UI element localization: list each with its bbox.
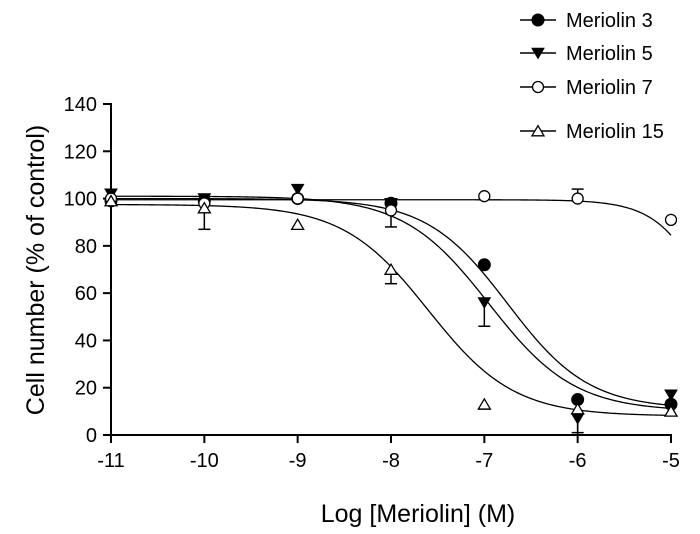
x-axis-title: Log [Meriolin] (M) — [321, 500, 516, 528]
data-point — [663, 404, 679, 417]
data-point — [197, 201, 212, 214]
y-tick-label: 120 — [64, 141, 97, 163]
data-point — [290, 217, 305, 231]
legend-label: Meriolin 15 — [566, 121, 664, 143]
y-tick-label: 40 — [75, 330, 97, 352]
data-points — [103, 183, 679, 425]
data-point — [103, 194, 119, 207]
y-tick-label: 100 — [64, 189, 97, 211]
fit-curve-2 — [111, 195, 672, 410]
y-tick-label: 0 — [86, 425, 97, 447]
data-point — [383, 262, 399, 275]
data-point — [571, 192, 584, 205]
data-point — [478, 190, 491, 203]
data-point — [290, 183, 305, 196]
y-tick-label: 140 — [64, 94, 97, 116]
x-tick-label: -5 — [662, 450, 680, 472]
fit-curve-1 — [111, 197, 672, 406]
legend-label: Meriolin 7 — [566, 77, 653, 99]
data-point — [570, 413, 585, 425]
legend-marker — [531, 80, 545, 94]
axes: -11 -10 -9 -8 -7 -6 -5 0 20 40 60 80 100 120 140 — [64, 94, 680, 472]
legend-marker — [530, 124, 546, 137]
data-point — [477, 397, 492, 410]
legend-label: Meriolin 5 — [566, 43, 653, 65]
fit-curve-4 — [111, 203, 672, 417]
legend: Meriolin 3 Meriolin 5 Meriolin 7 Meriolin 1… — [520, 10, 664, 143]
data-point — [570, 402, 585, 415]
data-point — [477, 258, 491, 272]
y-tick-label: 20 — [75, 378, 97, 400]
fit-curves — [111, 195, 672, 417]
x-tick-label: -10 — [190, 450, 219, 472]
x-tick-label: -8 — [382, 450, 400, 472]
x-tick-label: -7 — [475, 450, 493, 472]
legend-marker — [531, 47, 545, 60]
data-point — [291, 192, 304, 205]
data-point — [477, 297, 492, 309]
data-point — [384, 204, 398, 217]
legend-label: Meriolin 3 — [566, 10, 653, 32]
data-point — [664, 389, 678, 402]
data-point — [664, 213, 678, 227]
legend-marker — [531, 13, 545, 27]
x-tick-label: -11 — [97, 450, 124, 472]
x-tick-label: -6 — [569, 450, 587, 472]
y-axis-title: Cell number (% of control) — [22, 125, 50, 415]
y-tick-label: 80 — [75, 236, 97, 258]
error-bars — [198, 188, 584, 436]
data-point — [384, 198, 398, 210]
y-tick-label: 60 — [75, 283, 97, 305]
x-tick-label: -9 — [289, 450, 307, 472]
